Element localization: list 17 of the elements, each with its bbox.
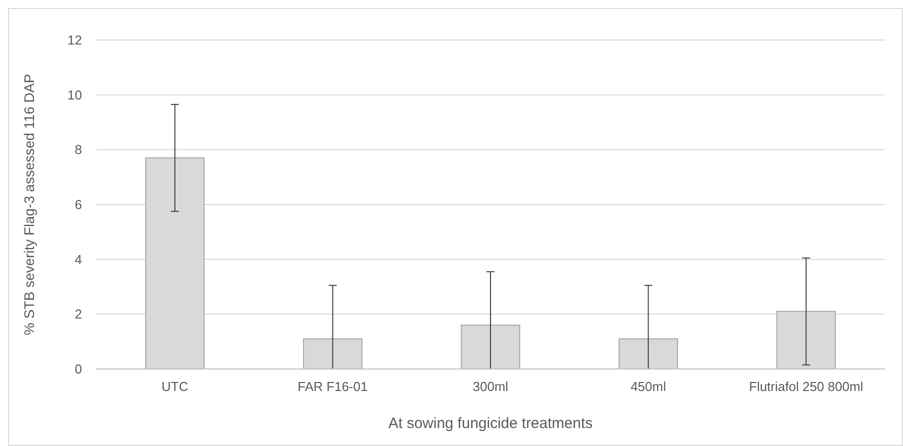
y-tick-label: 12 (68, 32, 82, 48)
bar (460, 324, 520, 370)
x-tick-label: Flutriafol 250 800ml (749, 379, 864, 394)
bar (303, 338, 362, 370)
x-tick-label: 450ml (630, 379, 666, 394)
x-tick-label: UTC (162, 379, 188, 394)
y-tick-label: 6 (74, 197, 82, 212)
x-axis-title: At sowing fungicide treatments (388, 415, 593, 432)
y-tick-label: 4 (74, 252, 82, 267)
x-tick-label: FAR F16-01 (298, 379, 368, 394)
x-tick-label: 300ml (472, 379, 508, 394)
y-axis-title: % STB severity Flag-3 assessed 116 DAP (21, 74, 37, 336)
y-tick-label: 0 (74, 362, 82, 377)
y-tick-label: 2 (74, 306, 82, 322)
bar (618, 338, 678, 370)
y-tick-label: 8 (74, 142, 82, 158)
y-tick-label: 10 (68, 87, 82, 102)
